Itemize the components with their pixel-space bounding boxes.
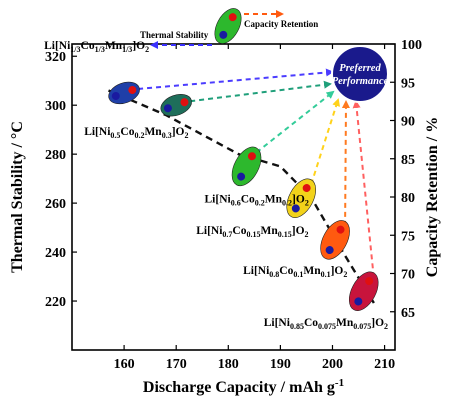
arrow-to-target (310, 98, 340, 185)
x-tick-label: 160 (114, 357, 135, 372)
arrow-to-target (190, 80, 332, 103)
composition-label: Li[Ni0.85Co0.075Mn0.075]O2 (264, 317, 388, 331)
y-right-tick-label: 100 (401, 38, 422, 53)
y-right-tick-label: 65 (401, 306, 415, 321)
data-point (231, 146, 262, 187)
retention-dot (302, 184, 311, 193)
y-left-tick-label: 220 (45, 295, 66, 310)
arrow-to-target (138, 68, 334, 90)
y-right-tick-label: 90 (401, 115, 415, 130)
x-tick-label: 190 (270, 357, 291, 372)
legend-marker (214, 8, 242, 44)
x-tick-label: 180 (218, 357, 239, 372)
data-point (320, 220, 350, 260)
data-point (108, 81, 140, 105)
y-right-tick-label: 95 (401, 76, 415, 91)
data-point-ellipse (108, 81, 140, 105)
y-left-tick-label: 280 (45, 148, 66, 163)
data-point-ellipse (320, 220, 350, 260)
data-point (286, 178, 316, 218)
thermal-dot (111, 91, 120, 100)
y-left-tick-label: 320 (45, 50, 66, 65)
retention-dot (128, 85, 137, 94)
retention-dot (365, 277, 374, 286)
y-left-tick-label: 240 (45, 246, 66, 261)
thermal-dot (237, 172, 246, 181)
y-right-tick-label: 85 (401, 153, 415, 168)
retention-dot (336, 225, 345, 234)
composition-label: Li[Ni0.6Co0.2Mn0.2]O2 (205, 193, 309, 207)
thermal-dot (291, 204, 300, 213)
legend-retention-dot (228, 13, 237, 22)
data-point (348, 271, 379, 311)
composition-label: Li[Ni0.5Co0.2Mn0.3]O2 (84, 126, 188, 140)
y-right-tick-label: 80 (401, 191, 415, 206)
x-tick-label: 170 (166, 357, 187, 372)
preferred-performance-marker (331, 45, 389, 103)
composition-label: Li[Ni1/3Co1/3Mn1/3]O2 (44, 40, 149, 54)
arrow-to-target (255, 90, 335, 154)
thermal-dot (325, 246, 334, 255)
legend-thermal-dot (219, 30, 228, 39)
thermal-dot (163, 104, 172, 113)
target-label-line2: Performance (332, 76, 389, 87)
thermal-dot (354, 297, 363, 306)
y-right-tick-label: 75 (401, 229, 415, 244)
y-left-axis-label: Thermal Stability / °C (9, 121, 26, 273)
y-right-tick-label: 70 (401, 268, 415, 283)
data-point-ellipse (348, 271, 379, 311)
x-tick-label: 210 (374, 357, 395, 372)
x-axis-label: Discharge Capacity / mAh g-1 (143, 377, 344, 396)
y-right-axis-label: Capacity Retention / % (424, 117, 441, 277)
y-left-tick-label: 260 (45, 197, 66, 212)
composition-label: Li[Ni0.7Co0.15Mn0.15]O2 (196, 225, 308, 239)
data-point (160, 94, 192, 117)
data-point-ellipse (160, 94, 192, 117)
retention-dot (247, 152, 256, 161)
composition-label: Li[Ni0.8Co0.1Mn0.1]O2 (243, 265, 347, 279)
arrow-to-target (352, 100, 375, 278)
target-label-line1: Preferred (339, 63, 381, 74)
legend-thermal-label: Thermal Stability (140, 30, 209, 40)
x-tick-label: 200 (322, 357, 343, 372)
legend-retention-label: Capacity Retention (244, 19, 318, 29)
legend-ellipse (214, 8, 242, 44)
arrow-to-target (341, 100, 350, 226)
y-left-tick-label: 300 (45, 99, 66, 114)
retention-dot (180, 98, 189, 107)
